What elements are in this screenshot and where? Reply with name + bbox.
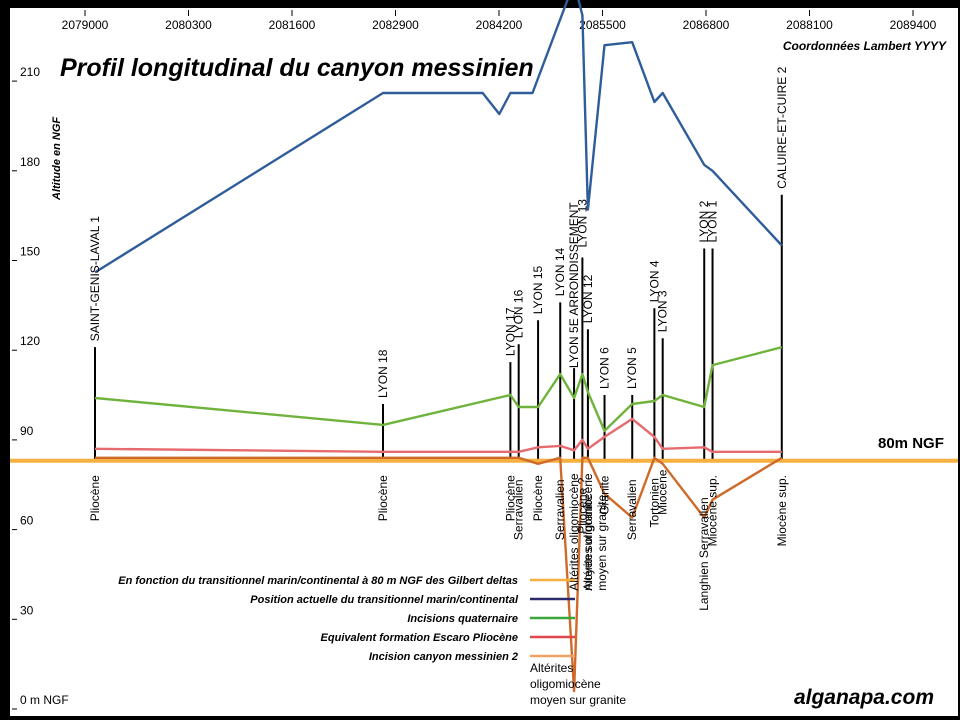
canyon-annotation: Altérites (530, 661, 573, 675)
series-layer (10, 0, 958, 693)
formation-label: Serravalien (625, 479, 639, 540)
watermark: alganapa.com (794, 686, 934, 709)
x-tick-label: 2084200 (476, 18, 523, 32)
x-tick-label: 2082900 (372, 18, 419, 32)
formation-label: Miocène (656, 469, 670, 515)
x-tick-label: 2086800 (683, 18, 730, 32)
x-axis-label: Coordonnées Lambert YYYY (783, 39, 947, 53)
formation-label: Miocène sup. (775, 475, 789, 546)
labels-layer: 80m NGF SAINT-GENIS-LAVAL 1 LYON 18 LYON 17… (88, 66, 944, 707)
formation-label: Pliocène ? (575, 477, 589, 533)
y-tick-label: 30 (20, 603, 34, 617)
y-tick-label: 150 (20, 245, 40, 259)
formation-label: Altérites oligomiocène (581, 473, 595, 591)
well-name-label: LYON 13 (575, 199, 589, 248)
y-tick-label: 90 (20, 424, 34, 438)
series-line-surface (94, 0, 783, 274)
y-axis-label: Altitude en NGF (51, 117, 63, 201)
chart-title: Profil longitudinal du canyon messinien (60, 54, 534, 82)
well-name-label: LYON 5 (625, 347, 639, 389)
canyon-annotation: oligomiocène (530, 677, 601, 691)
formation-label: Tortonien (647, 478, 661, 527)
legend-layer: En fonction du transitionnel marin/conti… (118, 575, 575, 663)
wells-layer (94, 194, 783, 461)
legend-label: En fonction du transitionnel marin/conti… (118, 575, 518, 587)
formation-label: Altérites oligomiocène (567, 473, 581, 591)
well-name-label: LYON 6 (598, 347, 612, 389)
well-name-label: SAINT-GENIS-LAVAL 1 (88, 216, 102, 341)
legend-label: Equivalent formation Escaro Pliocène (321, 632, 518, 644)
x-tick-label: 2088100 (786, 18, 833, 32)
formation-label: Miocène sup. (706, 475, 720, 546)
formation-label: Pliocène (88, 475, 102, 521)
formation-label: Pliocène (531, 475, 545, 521)
well-name-label: LYON 5E ARRONDISSEMENT (567, 202, 581, 368)
well-name-label: LYON 17 (503, 307, 517, 356)
legend-label: Incisions quaternaire (407, 613, 518, 625)
well-name-label: LYON 2 (697, 200, 711, 242)
formation-label: moyen sur granite (595, 494, 609, 590)
y-tick-label: 180 (20, 155, 40, 169)
well-name-label: LYON 18 (376, 349, 390, 398)
series-line-canyon (95, 456, 783, 693)
series-line-escaro (94, 417, 782, 453)
formation-label: Langhien Serravalien (697, 497, 711, 610)
x-tick-label: 2080300 (165, 18, 212, 32)
legend-label: Position actuelle du transitionnel marin… (250, 594, 519, 606)
series-line-quaternaire (94, 346, 783, 433)
well-name-label: LYON 3 (656, 290, 670, 332)
well-name-label: LYON 12 (581, 274, 595, 323)
well-name-label: CALUIRE-ET-CUIRE 2 (775, 66, 789, 188)
formation-label: Serravalien (512, 479, 526, 540)
canyon-annotation: moyen sur granite (530, 693, 626, 707)
grid-layer: 2079000 2080300 2081600 2082900 2084200 20855… (12, 10, 937, 710)
well-name-label: LYON 14 (553, 248, 567, 297)
formation-label: Granite (598, 475, 612, 515)
figure-panel (10, 8, 958, 716)
y-tick-label: 120 (20, 334, 40, 348)
well-name-label: LYON 15 (531, 266, 545, 315)
well-name-label: LYON 4 (647, 260, 661, 302)
x-tick-label: 2085500 (579, 18, 626, 32)
formation-label: Pliocène (503, 475, 517, 521)
formation-label: Serravalien (553, 479, 567, 540)
x-tick-label: 2081600 (269, 18, 316, 32)
y-tick-label: 210 (20, 65, 40, 79)
well-name-label: LYON 16 (512, 289, 526, 338)
y-tick-label: 0 m NGF (20, 693, 69, 707)
y-tick-label: 60 (20, 514, 34, 528)
x-tick-label: 2079000 (62, 18, 109, 32)
x-tick-label: 2089400 (890, 18, 937, 32)
legend-label: Incision canyon messinien 2 (369, 651, 518, 663)
well-name-label: LYON 1 (706, 200, 720, 242)
formation-label: Pliocène (376, 475, 390, 521)
reference-line-label: 80m NGF (878, 435, 944, 452)
formation-label: moyen sur granite (581, 494, 595, 590)
